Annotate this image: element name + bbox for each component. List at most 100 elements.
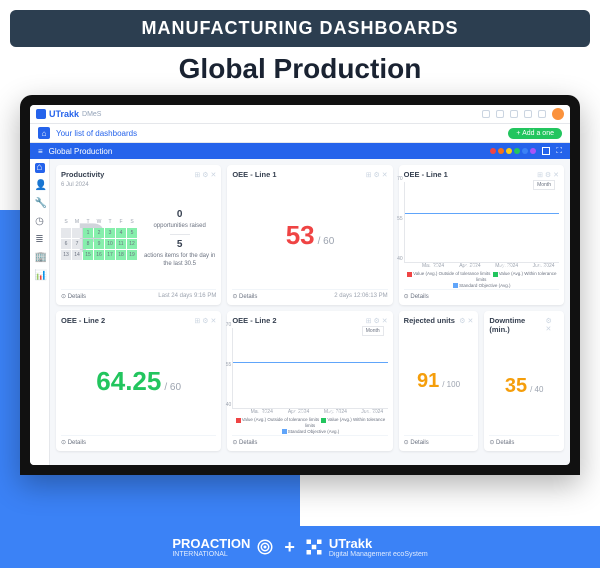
plus-icon: + [284, 537, 295, 558]
kpi-display: 64.25 / 60 [96, 366, 181, 397]
card-actions[interactable]: ⚙ ✕ [545, 317, 559, 333]
productivity-calendar[interactable]: SMTWTFS12345678910111213141516171819 [61, 217, 137, 260]
cal-header: S [127, 217, 137, 227]
update-time: 2 days 12:06:13 PM [334, 293, 387, 300]
card-rejected: Rejected units ⚙ ✕ 91 / 100 ⊙ Details [399, 311, 479, 451]
cal-day[interactable]: 1 [83, 228, 93, 238]
y-tick: 55 [397, 216, 403, 222]
cal-day[interactable]: 14 [72, 250, 82, 260]
cal-day[interactable] [72, 228, 82, 238]
topbar-controls [482, 108, 564, 120]
cal-day[interactable]: 18 [116, 250, 126, 260]
details-link[interactable]: ⊙ Details [61, 439, 86, 446]
nav-building-icon[interactable]: 🏢 [35, 253, 45, 263]
utrakk-icon [305, 538, 323, 556]
window-control-icon[interactable] [496, 110, 504, 118]
details-link[interactable]: ⊙ Details [61, 293, 86, 300]
color-dot[interactable] [530, 148, 536, 154]
target-icon [256, 538, 274, 556]
cal-day[interactable]: 9 [94, 239, 104, 249]
cal-day[interactable] [61, 228, 71, 238]
cal-day[interactable]: 13 [61, 250, 71, 260]
window-control-icon[interactable] [482, 110, 490, 118]
nav-user-icon[interactable]: 👤 [35, 181, 45, 191]
card-oee1-chart: OEE - Line 1 ⊞ ⚙ ✕ Month 40557054.554.33… [399, 165, 564, 305]
cal-header: W [94, 217, 104, 227]
cal-day[interactable]: 7 [72, 239, 82, 249]
add-dashboard-button[interactable]: + Add a one [508, 128, 562, 139]
chart-legend: Value (Avg.) Outside of tolerance limits… [404, 271, 559, 289]
brand-utrakk: UTrakk Digital Management ecoSystem [305, 536, 428, 558]
banner: MANUFACTURING DASHBOARDS [10, 10, 590, 47]
nav-chart-icon[interactable]: 📊 [35, 271, 45, 281]
nav-tools-icon[interactable]: 🔧 [35, 199, 45, 209]
update-time: Last 24 days 9:16 PM [158, 293, 216, 300]
brand-proaction: PROACTION INTERNATIONAL [172, 536, 274, 558]
cal-day[interactable]: 5 [127, 228, 137, 238]
cal-day[interactable]: 6 [61, 239, 71, 249]
card-actions[interactable]: ⊞ ⚙ ✕ [194, 317, 216, 325]
details-link[interactable]: ⊙ Details [404, 293, 429, 300]
card-actions[interactable]: ⊞ ⚙ ✕ [366, 171, 388, 179]
notifications-icon[interactable] [538, 110, 546, 118]
cal-day[interactable]: 3 [105, 228, 115, 238]
card-title: OEE - Line 2 [232, 316, 276, 325]
card-oee2-kpi: OEE - Line 2 ⊞ ⚙ ✕ 64.25 / 60 ⊙ Detail [56, 311, 221, 451]
details-link[interactable]: ⊙ Details [489, 439, 514, 446]
cal-day[interactable]: 11 [116, 239, 126, 249]
cal-day[interactable]: 19 [127, 250, 137, 260]
color-dot[interactable] [490, 148, 496, 154]
settings-icon[interactable] [524, 110, 532, 118]
grid-icon[interactable] [542, 147, 550, 155]
details-link[interactable]: ⊙ Details [232, 439, 257, 446]
brand-name: UTrakk [329, 536, 372, 551]
cal-day[interactable]: 16 [94, 250, 104, 260]
kpi-denom: / 40 [530, 385, 543, 394]
app-logo[interactable]: UTrakk DMeS [36, 109, 101, 119]
color-dot[interactable] [514, 148, 520, 154]
cal-day[interactable]: 2 [94, 228, 104, 238]
y-tick: 40 [397, 256, 403, 262]
cal-day[interactable]: 8 [83, 239, 93, 249]
app-topbar: UTrakk DMeS [30, 105, 570, 124]
card-actions[interactable]: ⊞ ⚙ ✕ [537, 171, 559, 179]
dashboard-title: Global Production [49, 147, 113, 156]
user-avatar[interactable] [552, 108, 564, 120]
kpi-denom: / 60 [164, 382, 181, 393]
app-suffix: DMeS [82, 111, 101, 118]
nav-clock-icon[interactable]: ◷ [35, 217, 45, 227]
nav-sidebar: ⌂ 👤 🔧 ◷ ≣ 🏢 📊 [30, 159, 50, 465]
card-title: Rejected units [404, 316, 455, 325]
card-productivity: Productivity ⊞ ⚙ ✕ 6 Jul 2024 P SMTWTFS1… [56, 165, 221, 305]
expand-icon[interactable]: ⛶ [556, 146, 562, 156]
nav-home-icon[interactable]: ⌂ [35, 163, 45, 173]
card-actions[interactable]: ⊞ ⚙ ✕ [194, 171, 216, 179]
nav-db-icon[interactable]: ≣ [35, 235, 45, 245]
details-link[interactable]: ⊙ Details [232, 293, 257, 300]
cal-day[interactable]: 10 [105, 239, 115, 249]
cal-header: T [83, 217, 93, 227]
details-link[interactable]: ⊙ Details [404, 439, 429, 446]
window-control-icon[interactable] [510, 110, 518, 118]
stat-value: 5 [143, 238, 216, 252]
cal-day[interactable]: 15 [83, 250, 93, 260]
card-actions[interactable]: ⚙ ✕ [459, 317, 473, 325]
home-icon[interactable]: ⌂ [38, 127, 50, 139]
bar-chart: Month 40557054.554.3358.4758.17 Mar. 202… [232, 328, 387, 435]
menu-icon[interactable]: ≡ [38, 147, 43, 156]
y-tick: 55 [226, 362, 232, 368]
color-dot[interactable] [506, 148, 512, 154]
card-title: OEE - Line 1 [404, 170, 448, 179]
card-oee2-chart: OEE - Line 2 ⊞ ⚙ ✕ Month 40557054.554.33… [227, 311, 392, 451]
kpi-display: 35 / 40 [505, 375, 544, 398]
cal-day[interactable]: 12 [127, 239, 137, 249]
cal-day[interactable]: 4 [116, 228, 126, 238]
card-downtime: Downtime (min.) ⚙ ✕ 35 / 40 ⊙ Details [484, 311, 564, 451]
color-dot[interactable] [522, 148, 528, 154]
card-title: Downtime (min.) [489, 316, 545, 334]
stat-value: 0 [143, 208, 216, 222]
card-actions[interactable]: ⊞ ⚙ ✕ [366, 317, 388, 325]
color-legend-dots [490, 148, 536, 154]
cal-day[interactable]: 17 [105, 250, 115, 260]
color-dot[interactable] [498, 148, 504, 154]
